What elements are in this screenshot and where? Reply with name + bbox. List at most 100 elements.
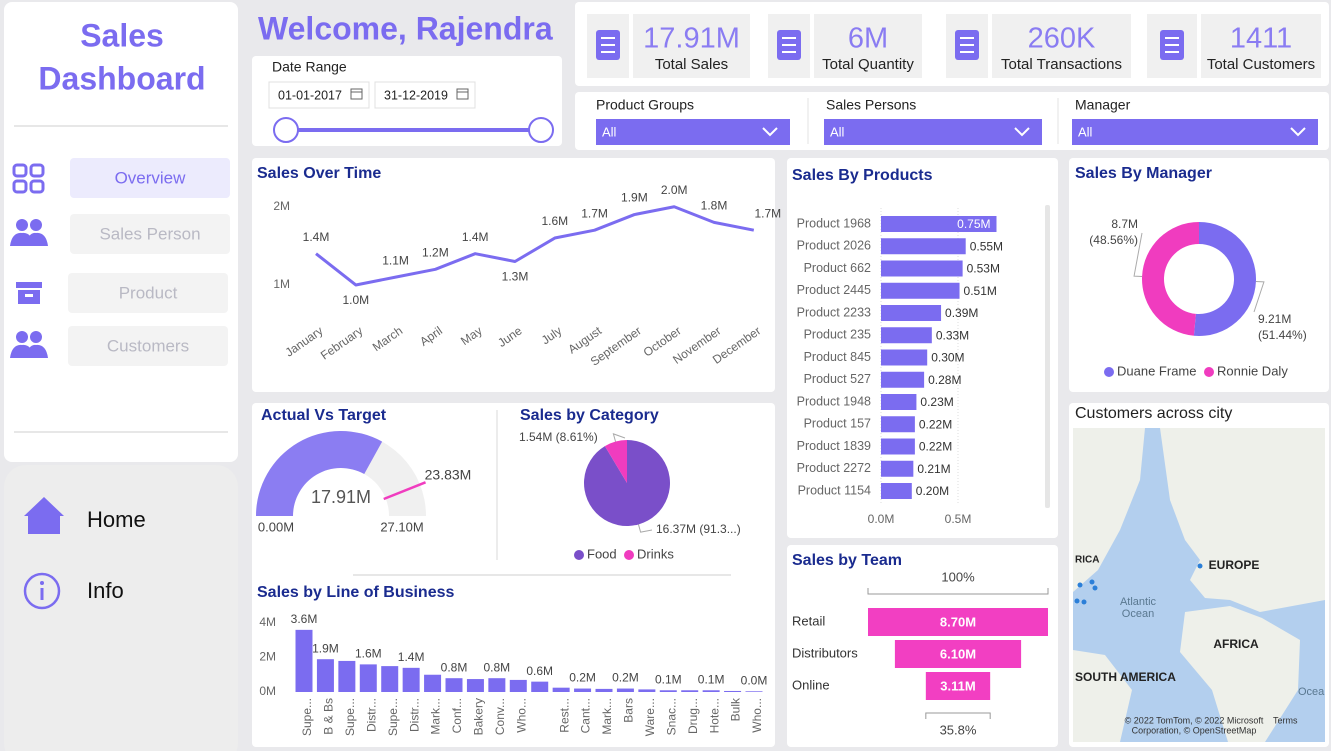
data-label: 1.4M (462, 230, 489, 244)
slider-handle[interactable] (528, 117, 554, 143)
chevron (1014, 127, 1030, 137)
chart-title: Sales By Manager (1075, 165, 1212, 182)
nav-link[interactable]: Home (87, 507, 146, 532)
donut-slice (1141, 222, 1199, 336)
legend-label: Ronnie Daly (1217, 363, 1288, 378)
chart-title: Sales by Category (520, 407, 659, 424)
y-tick-label: 1M (273, 277, 290, 291)
map-terms[interactable]: Terms (1273, 715, 1298, 725)
map-attribution: © 2022 TomTom, © 2022 Microsoft (1125, 715, 1264, 725)
bar (424, 674, 442, 692)
home-icon[interactable] (24, 497, 64, 534)
date-label: Date Range (272, 59, 347, 75)
bar (881, 460, 914, 477)
x-tick-label: 0.5M (945, 512, 972, 526)
bar (881, 394, 917, 410)
kpi-label: Total Quantity (822, 56, 914, 73)
map-label: Ocea (1298, 686, 1325, 698)
panel (1069, 158, 1329, 392)
legend-swatch (1204, 367, 1214, 377)
data-label: 1.7M (754, 206, 781, 220)
bracket (867, 588, 1049, 595)
data-label: 0.22M (919, 440, 952, 454)
bar (724, 690, 742, 692)
map (1073, 428, 1325, 742)
pie-slice (604, 440, 627, 483)
data-label: 0.75M (957, 217, 990, 231)
data-label: 8.70M (940, 614, 976, 629)
funnel-bar (868, 608, 1048, 636)
bar (881, 416, 915, 433)
leader-line (637, 524, 653, 533)
bar (381, 666, 399, 692)
y-tick-label: Product 527 (804, 372, 871, 386)
line (315, 205, 755, 287)
nav-link[interactable]: Info (87, 578, 124, 603)
welcome: Welcome, Rajendra (258, 10, 553, 46)
map-label: Atlantic (1120, 596, 1157, 608)
bar (881, 327, 932, 344)
bar (338, 660, 356, 692)
map-label: Ocean (1122, 608, 1154, 620)
category-label: Online (792, 677, 830, 692)
map-label: RICA (1075, 555, 1099, 566)
x-tick-label: B & Bs (322, 698, 336, 735)
bar (316, 659, 334, 692)
leader-line (1253, 281, 1265, 313)
nav-button[interactable] (70, 214, 230, 254)
x-tick-label: Mark... (429, 698, 443, 735)
chart-title: Sales Over Time (257, 165, 381, 182)
legend-label: Drinks (637, 546, 674, 561)
data-label: 0.8M (441, 660, 468, 674)
bar (881, 238, 966, 255)
filter-value: All (830, 124, 845, 139)
kpi-label: Total Customers (1207, 56, 1315, 73)
data-label: (48.56%) (1089, 233, 1138, 247)
nav-button[interactable] (68, 326, 228, 366)
filter-label: Product Groups (596, 97, 694, 113)
data-label: 0.51M (964, 284, 997, 298)
nav-button[interactable] (68, 273, 228, 313)
bar (595, 688, 613, 692)
info-icon[interactable] (23, 572, 61, 610)
data-label: 3.6M (291, 612, 318, 626)
funnel-top-label: 100% (941, 569, 975, 584)
map-label: SOUTH AMERICA (1075, 670, 1176, 684)
pie-slice (584, 440, 670, 527)
bar (445, 678, 463, 692)
data-label: 1.9M (312, 641, 339, 655)
bar (881, 216, 997, 232)
filter-dropdown[interactable] (596, 119, 790, 145)
data-label: 0.6M (526, 664, 553, 678)
scrollbar[interactable] (1045, 205, 1050, 508)
data-label: 3.11M (940, 678, 975, 693)
filter-dropdown[interactable] (824, 119, 1042, 145)
nav-label: Customers (107, 336, 189, 355)
y-tick-label: Product 1948 (797, 394, 871, 408)
kpi-label: Total Transactions (1001, 56, 1122, 73)
kpi-value: 1411 (1230, 23, 1292, 55)
date-input[interactable] (374, 81, 476, 109)
donut-slice (1193, 222, 1256, 336)
legend-label: Duane Frame (1117, 363, 1196, 378)
slider-handle[interactable] (273, 117, 299, 143)
legend-swatch (1104, 367, 1114, 377)
data-label: 1.4M (303, 230, 330, 244)
x-tick-label: Who... (514, 698, 528, 733)
bar (881, 371, 925, 388)
calendar-icons (350, 88, 469, 100)
filter-dropdown[interactable] (1072, 119, 1318, 145)
date-input[interactable] (268, 81, 370, 109)
data-label: 1.1M (382, 253, 409, 267)
data-label: 1.6M (541, 214, 568, 228)
x-tick-label: Drug... (686, 698, 700, 734)
bar (402, 667, 420, 692)
x-tick-label: Mark... (600, 698, 614, 735)
data-label: 0.1M (655, 672, 682, 686)
nav-button[interactable] (70, 158, 230, 198)
nav-label: Product (119, 283, 178, 302)
sidebar-title: Sales (80, 17, 164, 53)
nav-icons (10, 163, 48, 358)
x-tick-label: Cant... (579, 698, 593, 733)
